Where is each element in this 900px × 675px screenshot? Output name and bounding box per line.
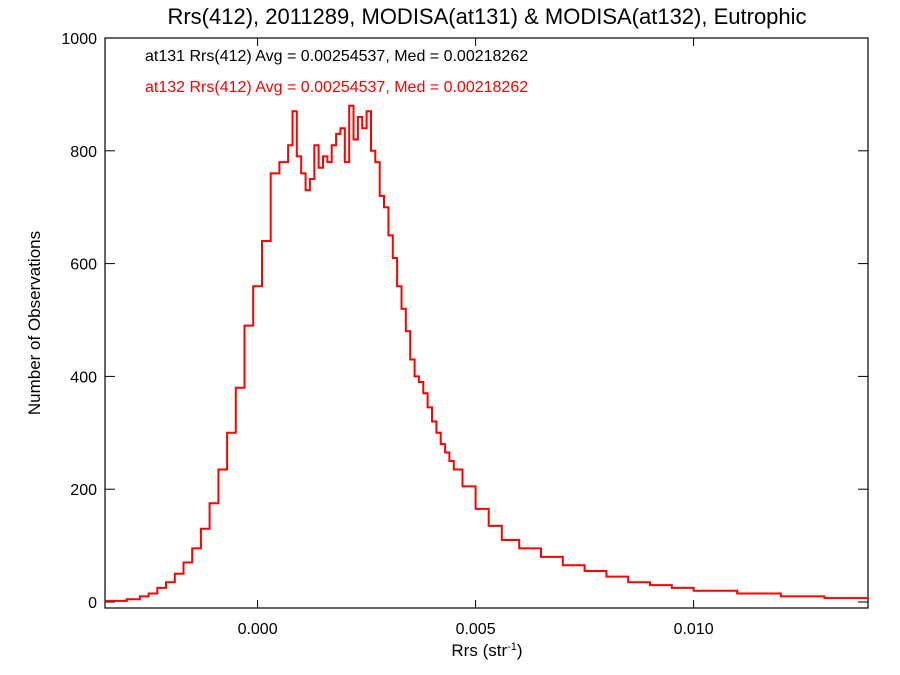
series-layer (105, 104, 869, 602)
histogram-series-line-0 (105, 104, 869, 602)
x-tick-label-1: 0.005 (456, 621, 496, 638)
x-tick-label-0: 0.000 (238, 621, 278, 638)
y-tick-label-5: 1000 (61, 31, 97, 48)
y-tick-label-0: 0 (88, 595, 97, 612)
x-tick-label-2: 0.010 (674, 621, 714, 638)
plot-frame (104, 37, 869, 609)
y-tick-label-4: 800 (70, 144, 97, 161)
chart-title: Rrs(412), 2011289, MODISA(at131) & MODIS… (167, 4, 806, 29)
x-axis-label-main: Rrs (str (451, 641, 507, 660)
y-tick-label-3: 600 (70, 257, 97, 274)
annotation-at131: at131 Rrs(412) Avg = 0.00254537, Med = 0… (145, 48, 528, 65)
x-axis-label-superscript: -1 (507, 641, 517, 653)
y-tick-label-2: 400 (70, 369, 97, 386)
x-axis-label: Rrs (str-1) (451, 641, 522, 660)
y-axis-label: Number of Observations (25, 231, 44, 415)
y-axis-ticks: 0 200 400 600 800 1000 (61, 31, 868, 612)
annotation-at132: at132 Rrs(412) Avg = 0.00254537, Med = 0… (145, 79, 528, 96)
x-axis-label-close: ) (517, 641, 523, 660)
x-axis-ticks: 0.000 0.005 0.010 (238, 38, 714, 638)
y-tick-label-1: 200 (70, 482, 97, 499)
plot-area-border (104, 37, 869, 609)
